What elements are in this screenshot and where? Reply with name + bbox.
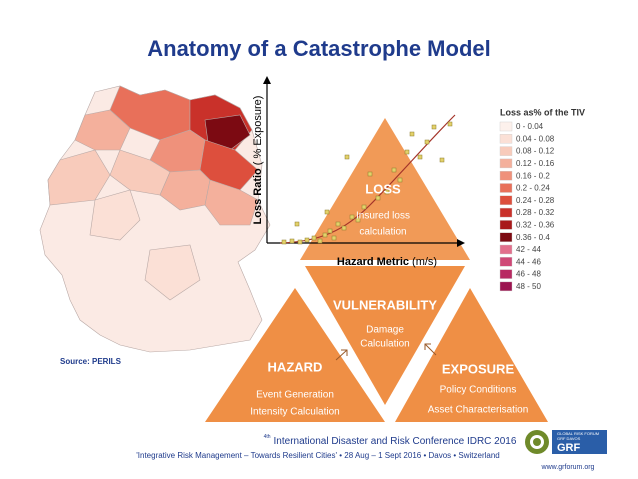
y-axis-title-unit: ( % Exposure) bbox=[252, 96, 264, 166]
loss-plot: Loss Ratio ( % Exposure) Hazard Metric (m/… bbox=[252, 76, 465, 268]
legend-label: 0.36 - 0.4 bbox=[516, 233, 550, 242]
footer-tagline: 'Integrative Risk Management – Towards R… bbox=[136, 451, 500, 460]
map bbox=[39, 85, 271, 353]
scatter-points bbox=[281, 121, 453, 245]
vulnerability-text: Calculation bbox=[360, 339, 409, 350]
legend-label: 48 - 50 bbox=[516, 282, 541, 291]
slide-title: Anatomy of a Catastrophe Model bbox=[147, 36, 490, 61]
hazard-triangle bbox=[205, 288, 385, 422]
loss-text: calculation bbox=[359, 227, 406, 238]
legend-swatch bbox=[499, 244, 513, 255]
x-axis-title-unit: (m/s) bbox=[412, 256, 437, 268]
x-axis-title-bold: Hazard Metric bbox=[337, 256, 409, 268]
axis-arrow bbox=[263, 76, 271, 84]
exposure-text: Asset Characterisation bbox=[428, 405, 529, 416]
y-axis-title: Loss Ratio ( % Exposure) bbox=[252, 96, 264, 225]
legend-label: 0.08 - 0.12 bbox=[516, 147, 555, 156]
footer-conference-name: International Disaster and Risk Conferen… bbox=[274, 436, 517, 447]
logo-caption: GRF DAVOS bbox=[557, 436, 581, 441]
legend-label: 0.04 - 0.08 bbox=[516, 134, 555, 143]
legend-swatch bbox=[499, 269, 513, 279]
legend-label: 0.12 - 0.16 bbox=[516, 159, 555, 168]
legend-swatch bbox=[499, 121, 513, 132]
exposure-triangle bbox=[395, 288, 548, 422]
legend-swatch bbox=[499, 232, 513, 242]
loss-title: LOSS bbox=[365, 181, 401, 196]
axis-arrow bbox=[457, 239, 465, 247]
y-axis-title-bold: Loss Ratio bbox=[252, 168, 264, 225]
vulnerability-text: Damage bbox=[366, 325, 404, 336]
logo-text: GRF bbox=[557, 442, 581, 454]
legend-label: 44 - 46 bbox=[516, 257, 541, 266]
legend-label: 0.24 - 0.28 bbox=[516, 196, 555, 205]
footer-conference: 4th International Disaster and Risk Confe… bbox=[264, 434, 517, 446]
vulnerability-triangle bbox=[305, 266, 465, 405]
exposure-text: Policy Conditions bbox=[440, 385, 517, 396]
legend-swatch bbox=[499, 158, 513, 169]
legend-label: 0.28 - 0.32 bbox=[516, 208, 555, 217]
map-source: Source: PERILS bbox=[60, 357, 122, 366]
exposure-title: EXPOSURE bbox=[442, 361, 515, 376]
legend-swatch bbox=[499, 220, 513, 230]
legend-swatch bbox=[499, 146, 513, 156]
legend-swatch bbox=[499, 195, 513, 206]
footer-superscript: 4th bbox=[264, 434, 271, 440]
legend-title: Loss as% of the TIV bbox=[500, 107, 585, 117]
legend-swatch bbox=[499, 183, 513, 193]
legend-label: 0.32 - 0.36 bbox=[516, 221, 555, 230]
legend-swatch bbox=[499, 134, 513, 144]
legend-swatch bbox=[499, 170, 513, 181]
hazard-text: Intensity Calculation bbox=[250, 407, 340, 418]
legend-label: 46 - 48 bbox=[516, 270, 541, 279]
legend-swatch bbox=[499, 207, 513, 218]
legend-swatch bbox=[499, 281, 513, 292]
vulnerability-title: VULNERABILITY bbox=[333, 297, 437, 312]
hazard-title: HAZARD bbox=[268, 359, 323, 374]
legend-label: 0.16 - 0.2 bbox=[516, 171, 550, 180]
grf-logo: GLOBAL RISK FORUM GRF DAVOS GRF bbox=[525, 430, 607, 454]
hazard-text: Event Generation bbox=[256, 390, 334, 401]
x-axis-title: Hazard Metric (m/s) bbox=[337, 256, 437, 268]
legend-label: 0.2 - 0.24 bbox=[516, 184, 550, 193]
map-legend: Loss as% of the TIV 0 - 0.04 0.04 - 0.08 0… bbox=[499, 107, 585, 292]
loss-text: Insured loss bbox=[356, 211, 410, 222]
legend-label: 0 - 0.04 bbox=[516, 122, 544, 131]
flow-arrows bbox=[335, 343, 437, 361]
legend-label: 42 - 44 bbox=[516, 245, 541, 254]
logo-caption: GLOBAL RISK FORUM bbox=[557, 431, 599, 436]
legend-swatch bbox=[499, 257, 513, 267]
footer-url[interactable]: www.grforum.org bbox=[541, 464, 595, 471]
